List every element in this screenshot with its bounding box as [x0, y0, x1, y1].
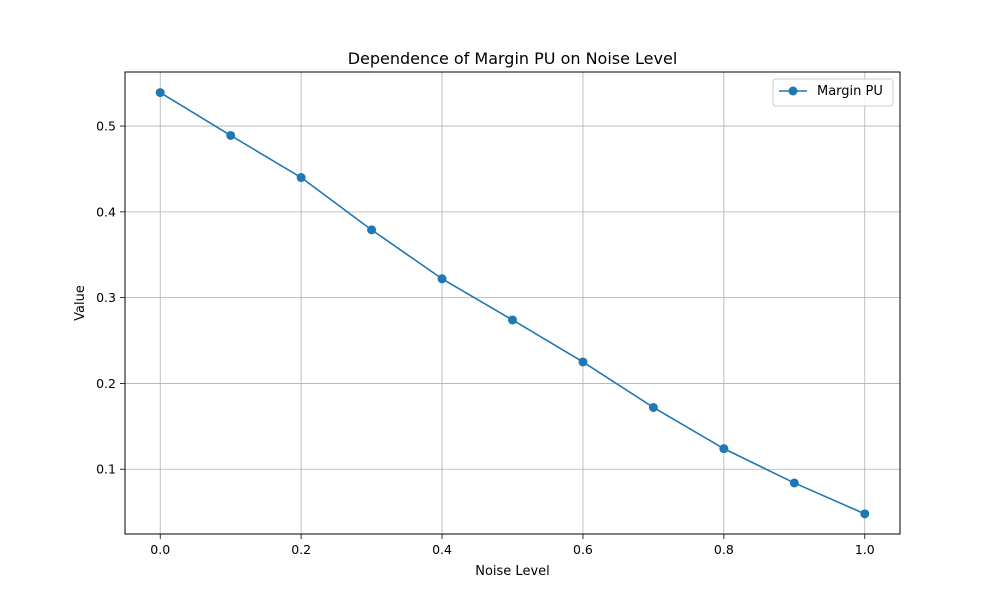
grid-layer — [125, 72, 900, 534]
x-tick-label: 0.2 — [291, 542, 311, 557]
x-tick-label: 0.4 — [432, 542, 452, 557]
y-tick-label: 0.3 — [96, 290, 116, 305]
x-tick-label: 0.6 — [573, 542, 593, 557]
data-point — [508, 315, 517, 325]
y-tick-label: 0.5 — [96, 119, 116, 134]
x-axis-label: Noise Level — [475, 564, 550, 579]
plot-frame — [124, 71, 901, 535]
legend: Margin PU — [772, 78, 894, 107]
data-point — [437, 274, 447, 284]
legend-box — [772, 78, 894, 107]
data-point — [860, 509, 870, 519]
x-tick-label: 0.8 — [714, 542, 734, 557]
data-point — [578, 357, 588, 367]
y-tick-label: 0.1 — [96, 462, 116, 477]
data-point — [155, 88, 165, 98]
legend-label: Margin PU — [817, 84, 883, 99]
tick-layer: 0.0 0.2 0.4 0.6 0.8 1.0 0.1 0.2 0.3 0.4 0.5 — [96, 119, 875, 557]
series-layer — [155, 88, 870, 519]
data-point — [648, 402, 658, 412]
x-tick-label: 1.0 — [855, 542, 875, 557]
data-point — [296, 173, 306, 183]
data-point — [789, 478, 799, 488]
x-tick-label: 0.0 — [150, 542, 170, 557]
data-point — [226, 130, 236, 140]
data-point — [719, 444, 729, 454]
y-tick-label: 0.4 — [96, 204, 116, 219]
chart-title: Dependence of Margin PU on Noise Level — [348, 49, 678, 68]
y-axis-label: Value — [73, 285, 88, 321]
legend-marker — [788, 86, 798, 96]
data-point — [367, 225, 377, 235]
y-tick-label: 0.2 — [96, 376, 116, 391]
